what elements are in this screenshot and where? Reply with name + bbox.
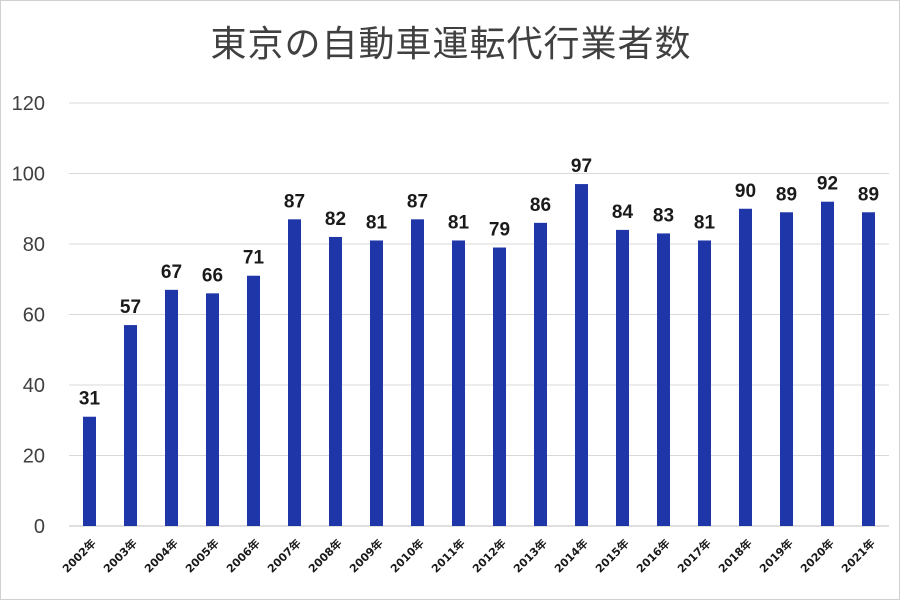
bar — [739, 208, 752, 526]
x-tick-label: 2006年 — [223, 536, 262, 575]
data-label: 87 — [284, 191, 305, 212]
y-tick-label: 80 — [23, 234, 45, 256]
bar — [616, 229, 629, 526]
data-label: 84 — [612, 202, 634, 223]
x-tick-label: 2011年 — [428, 536, 467, 575]
data-label: 97 — [571, 156, 592, 177]
data-label: 89 — [858, 184, 879, 205]
data-label: 83 — [653, 205, 674, 226]
chart-title: 東京の自動車運転代行業者数 — [210, 24, 692, 65]
bar — [247, 275, 260, 526]
data-label: 90 — [735, 181, 756, 202]
y-tick-label: 0 — [34, 516, 45, 538]
x-tick-label: 2016年 — [633, 536, 672, 575]
data-label: 81 — [448, 212, 470, 233]
bar — [657, 233, 670, 527]
x-tick-label: 2012年 — [469, 536, 508, 575]
x-tick-label: 2010年 — [387, 536, 426, 575]
bar — [862, 212, 875, 526]
data-label: 71 — [243, 248, 265, 269]
x-tick-label: 2004年 — [141, 536, 180, 575]
x-tick-label: 2002年 — [59, 536, 98, 575]
data-label: 31 — [79, 389, 101, 410]
data-label: 92 — [817, 174, 838, 195]
bar — [83, 416, 96, 526]
bar — [780, 212, 793, 526]
y-tick-label: 40 — [23, 375, 45, 397]
data-label: 86 — [530, 195, 551, 216]
x-tick-label: 2013年 — [510, 536, 549, 575]
bar — [329, 236, 342, 526]
x-tick-label: 2014年 — [551, 536, 590, 575]
x-tick-label: 2020年 — [797, 536, 836, 575]
x-tick-label: 2017年 — [674, 536, 713, 575]
data-label: 81 — [366, 212, 388, 233]
data-label: 66 — [202, 265, 223, 286]
data-label: 87 — [407, 191, 428, 212]
bar — [165, 289, 178, 526]
y-tick-label: 120 — [12, 93, 45, 115]
y-tick-label: 60 — [23, 305, 45, 327]
bar — [370, 240, 383, 526]
data-label: 79 — [489, 220, 510, 241]
x-tick-label: 2005年 — [182, 536, 221, 575]
y-tick-label: 100 — [12, 164, 45, 186]
x-tick-label: 2015年 — [592, 536, 631, 575]
x-tick-label: 2021年 — [838, 536, 877, 575]
x-tick-label: 2008年 — [305, 536, 344, 575]
data-label: 67 — [161, 262, 182, 283]
bar — [288, 219, 301, 526]
bar — [411, 219, 424, 526]
y-tick-label: 20 — [23, 446, 45, 468]
data-label: 82 — [325, 209, 346, 230]
bar — [206, 293, 219, 526]
bar — [821, 201, 834, 526]
bar — [452, 240, 465, 526]
data-label: 89 — [776, 184, 797, 205]
bar — [124, 325, 137, 526]
bar — [698, 240, 711, 526]
bar — [493, 247, 506, 526]
x-tick-label: 2019年 — [756, 536, 795, 575]
bar — [575, 184, 588, 526]
data-label: 81 — [694, 212, 716, 233]
bar — [534, 222, 547, 526]
data-label: 57 — [120, 297, 141, 318]
x-tick-label: 2018年 — [715, 536, 754, 575]
x-tick-label: 2009年 — [346, 536, 385, 575]
x-tick-label: 2003年 — [100, 536, 139, 575]
x-tick-label: 2007年 — [264, 536, 303, 575]
